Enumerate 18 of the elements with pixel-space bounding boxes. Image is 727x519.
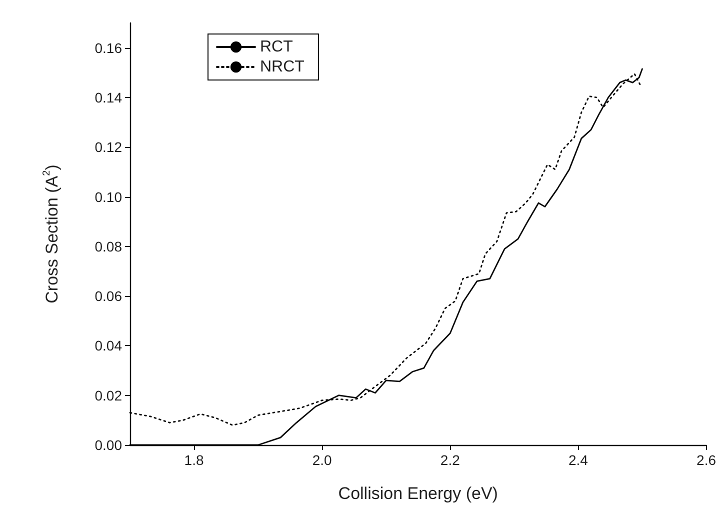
- y-tick-label: 0.14: [94, 89, 122, 106]
- y-tick-label: 0.12: [94, 139, 122, 156]
- y-tick-label: 0.06: [94, 288, 122, 304]
- y-tick-label: 0.04: [94, 338, 122, 354]
- y-tick-label: 0.10: [94, 188, 122, 205]
- x-axis-title: Collision Energy (eV): [338, 484, 498, 503]
- x-tick-label: 1.8: [184, 452, 204, 468]
- x-tick-label: 2.6: [696, 452, 716, 468]
- y-tick-label: 0.08: [94, 238, 122, 254]
- legend-label: NRCT: [260, 58, 305, 76]
- y-tick-label: 0.16: [94, 40, 122, 56]
- legend-label: RCT: [260, 38, 294, 56]
- y-tick-label: 0.00: [94, 437, 122, 453]
- x-tick-label: 2.4: [568, 452, 588, 468]
- y-tick-label: 0.02: [94, 387, 122, 404]
- y-axis-title: Cross Section (A2): [42, 164, 62, 304]
- x-tick-label: 2.2: [440, 452, 460, 468]
- x-tick-label: 2.0: [312, 452, 332, 468]
